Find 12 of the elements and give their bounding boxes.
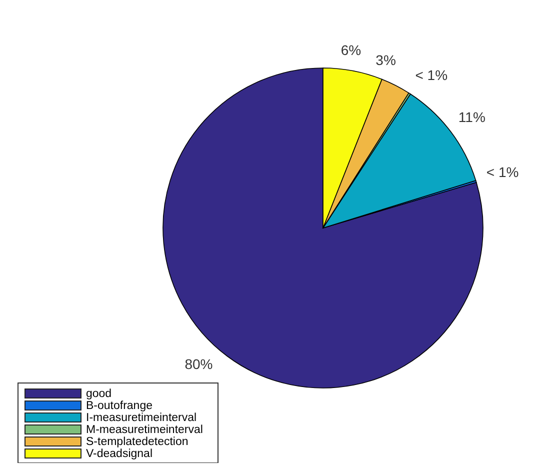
- data-label: < 1%: [415, 66, 448, 83]
- legend-label: S-templatedetection: [86, 436, 188, 448]
- legend-label: V-deadsignal: [86, 448, 152, 460]
- legend-label: I-measuretimeinterval: [86, 412, 197, 424]
- legend-label: B-outofrange: [86, 400, 152, 412]
- data-label: < 1%: [486, 164, 519, 180]
- data-label: 6%: [340, 42, 362, 58]
- data-label: 3%: [376, 52, 396, 68]
- data-label: 11%: [458, 108, 486, 125]
- legend-label: good: [86, 388, 112, 400]
- data-label: 80%: [184, 356, 213, 372]
- legend-label: M-measuretimeinterval: [86, 424, 203, 436]
